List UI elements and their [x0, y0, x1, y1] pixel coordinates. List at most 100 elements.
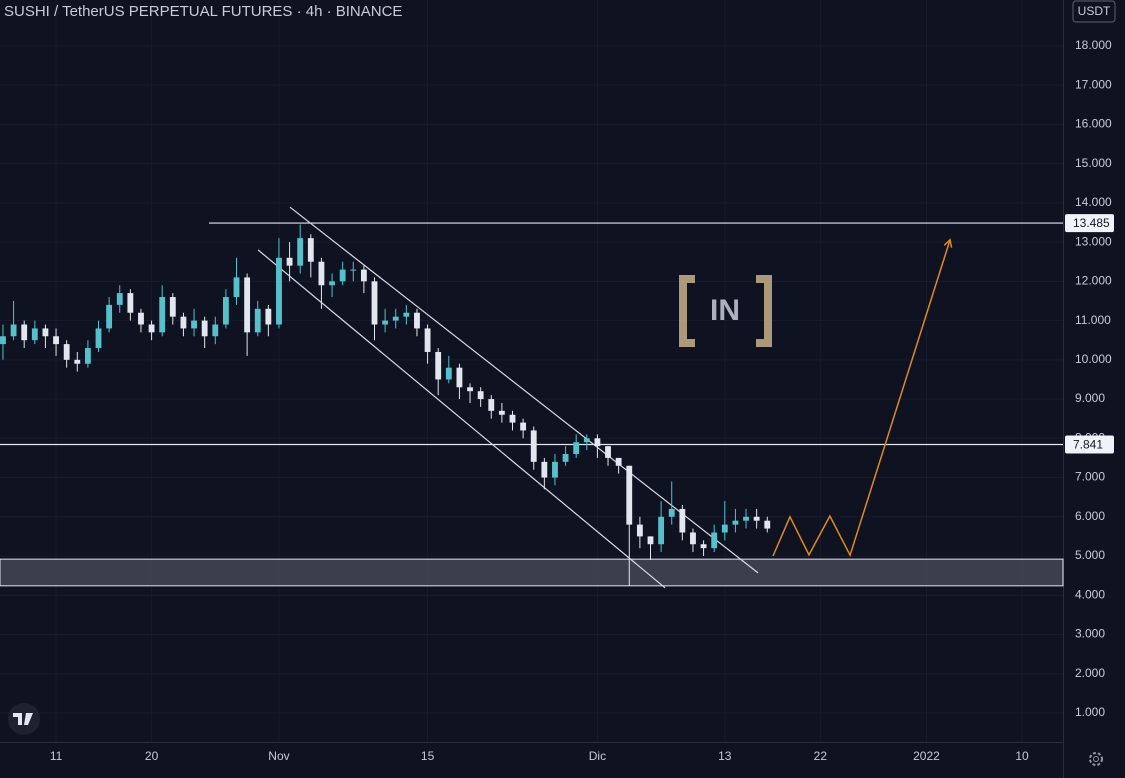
candle-body — [360, 269, 367, 282]
support-zone — [0, 558, 1064, 587]
candle-body — [74, 359, 81, 364]
candle-body — [382, 320, 389, 325]
y-tick-label: 18.000 — [1075, 38, 1112, 52]
candle-body — [668, 508, 675, 517]
x-tick-label: 2022 — [913, 749, 940, 763]
candle-body — [159, 297, 166, 333]
candle-body — [339, 269, 346, 282]
y-tick-label: 11.000 — [1075, 313, 1111, 327]
candle-body — [721, 524, 728, 533]
bracket-left — [679, 275, 695, 347]
candle-body — [753, 516, 760, 521]
marks — [0, 206, 1064, 589]
candle-body — [148, 324, 155, 333]
candle-body — [456, 367, 463, 388]
axes: 1.0002.0003.0004.0005.0006.0007.0008.000… — [50, 38, 1114, 763]
candle-body — [106, 304, 113, 329]
candle-body — [679, 508, 686, 533]
candle-body — [127, 293, 134, 313]
x-tick-label: 20 — [145, 749, 159, 763]
candle-body — [233, 277, 240, 298]
candle-body — [690, 532, 696, 545]
level-label-box — [1065, 435, 1114, 454]
currency[interactable]: USDT — [1078, 4, 1111, 18]
tv-logo[interactable] — [8, 703, 40, 735]
candle-body — [297, 238, 304, 266]
candle-body — [403, 312, 410, 317]
x-tick-label: 11 — [50, 749, 63, 763]
x-tick-label: Dic — [589, 749, 606, 763]
y-tick-label: 3.000 — [1075, 627, 1105, 641]
level-label-box — [1065, 214, 1114, 233]
candle-body — [605, 446, 611, 458]
candle-body — [552, 461, 558, 478]
candle-body — [371, 281, 378, 325]
candle-body — [42, 328, 49, 337]
y-tick-label: 6.000 — [1075, 509, 1105, 523]
y-tick-label: 15.000 — [1075, 156, 1112, 170]
candle-body — [276, 257, 282, 325]
candle-body — [636, 524, 643, 537]
level-label: 13.485 — [1073, 216, 1110, 230]
candle-body — [626, 465, 633, 525]
candle-body — [562, 453, 569, 462]
candle-body — [541, 461, 548, 478]
candle-body — [467, 387, 473, 392]
candle-body — [21, 324, 28, 341]
candle-body — [647, 536, 654, 545]
candle-body — [84, 348, 91, 364]
currency-box[interactable] — [1072, 0, 1116, 23]
y-tick-label: 1.000 — [1075, 705, 1105, 719]
candle-body — [488, 399, 495, 411]
candle-body — [350, 269, 357, 271]
bracket-right — [756, 275, 772, 347]
candle-body — [265, 308, 272, 325]
projection-arrowhead — [943, 238, 953, 248]
candle-body — [318, 261, 325, 286]
y-tick-label: 12.000 — [1075, 274, 1112, 288]
y-tick-label: 14.000 — [1075, 195, 1112, 209]
channel-line — [257, 249, 666, 589]
candle-body — [222, 297, 229, 325]
tv-logo-mark[interactable] — [13, 713, 33, 725]
candle-body — [743, 516, 749, 521]
tv-logo-bg[interactable] — [8, 703, 40, 735]
candle-body — [583, 438, 590, 443]
candle-body — [658, 516, 665, 545]
candle-body — [498, 410, 505, 415]
y-tick-label: 7.000 — [1075, 470, 1105, 484]
candle-body — [435, 351, 442, 380]
candle-body — [31, 328, 38, 341]
x-tick-label: 13 — [718, 749, 732, 763]
y-tick-label: 5.000 — [1075, 548, 1105, 562]
candle-body — [509, 414, 516, 423]
watermark-logo: IN — [679, 275, 772, 347]
y-tick-label: 4.000 — [1075, 587, 1105, 601]
candle-body — [477, 391, 484, 400]
y-tick-label: 10.000 — [1075, 352, 1112, 366]
candle-body — [615, 457, 622, 466]
y-tick-label: 2.000 — [1075, 666, 1105, 680]
candle-body — [307, 238, 314, 262]
grid — [0, 0, 1063, 742]
candle-body — [732, 520, 739, 525]
y-tick-label: 9.000 — [1075, 391, 1105, 405]
x-tick-label: 15 — [421, 749, 435, 763]
candle-body — [700, 544, 707, 549]
candle-body — [0, 336, 6, 345]
candle-body — [63, 344, 70, 360]
candle-body — [116, 293, 123, 305]
candle-body — [445, 367, 452, 380]
y-tick-label: 17.000 — [1075, 77, 1112, 91]
x-tick-label: Nov — [268, 749, 289, 763]
x-tick-label: 10 — [1015, 749, 1029, 763]
gear[interactable] — [1089, 752, 1103, 766]
settings-icon[interactable] — [1089, 752, 1103, 766]
gear-hub[interactable] — [1093, 756, 1099, 762]
y-tick-label: 13.000 — [1075, 234, 1112, 248]
candle-body — [424, 328, 431, 352]
projection-path — [772, 239, 951, 558]
